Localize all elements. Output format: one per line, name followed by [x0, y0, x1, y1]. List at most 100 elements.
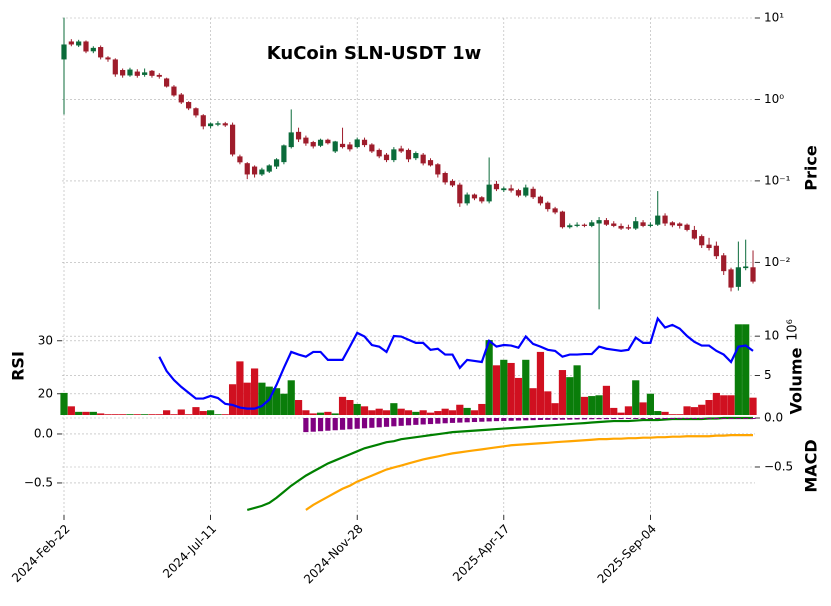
candle-body [691, 229, 697, 239]
volume-bar [485, 340, 493, 415]
price-axis-label: Price [802, 145, 821, 191]
volume-bar [522, 359, 530, 415]
candle-body [603, 220, 610, 225]
candle-body [750, 267, 756, 282]
rsi-line [158, 316, 754, 410]
volume-bar [720, 395, 728, 415]
candle-body [413, 153, 419, 159]
macd-histogram-bar [559, 418, 566, 420]
candle-body [662, 215, 668, 224]
volume-bar [617, 412, 625, 415]
candle-body [251, 166, 258, 175]
macd-histogram-bar [713, 418, 719, 419]
volume-bar [375, 408, 383, 415]
candle-body [120, 69, 126, 76]
candle-body [559, 211, 566, 228]
volume-bar [75, 411, 83, 415]
candle-body [222, 123, 228, 126]
volume-bar [595, 395, 603, 415]
macd-histogram-bar [625, 418, 632, 419]
volume-bar [441, 408, 449, 415]
candle-body [266, 165, 272, 172]
x-tick-label: 2024-Jul-11 [160, 522, 219, 581]
candle-body [633, 221, 639, 229]
candle-body [530, 188, 536, 198]
candle-body [171, 86, 177, 96]
candle-body [347, 144, 353, 150]
candle-body [105, 57, 111, 60]
macd-histogram-bar [655, 418, 661, 419]
volume-bar [412, 411, 420, 415]
volume-bar [734, 324, 742, 415]
macd-histogram-bar [464, 418, 470, 423]
macd-histogram-bar [567, 418, 573, 420]
candle-body [127, 69, 133, 76]
macd-histogram-bar [413, 418, 419, 425]
volume-bar [448, 410, 457, 415]
candle-body [112, 59, 118, 75]
macd-histogram-bar [310, 418, 316, 432]
volume-bar [668, 414, 676, 415]
candle-body [61, 44, 67, 60]
volume-bar [529, 388, 537, 415]
macd-histogram-bar [633, 418, 639, 419]
macd-histogram-bar [640, 418, 646, 419]
candle-body [618, 225, 624, 229]
candle-body [427, 160, 434, 166]
candle-body [398, 148, 404, 152]
volume-bar [250, 368, 259, 415]
candle-body [435, 164, 441, 175]
volume-bar [404, 410, 413, 415]
candle-body [237, 156, 243, 163]
y-tick-label: 0.0 [34, 426, 53, 440]
macd-histogram-bar [750, 418, 756, 419]
candle-body [625, 227, 632, 229]
macd-histogram-bar [405, 418, 412, 426]
candle-body [515, 190, 522, 196]
candle-body [354, 139, 360, 148]
macd-histogram-bar [669, 418, 675, 419]
candle-body [98, 47, 104, 58]
candle-body [743, 266, 749, 269]
macd-histogram-bar [530, 418, 536, 421]
y-tick-label: 10⁻² [764, 255, 791, 269]
macd-histogram-bar [721, 418, 727, 419]
candle-body [420, 154, 426, 164]
volume-bar [309, 413, 317, 415]
candle-body [493, 183, 500, 190]
candle-body [611, 223, 617, 226]
candle-body [508, 188, 514, 191]
macd-histogram-bar [479, 418, 485, 422]
candle-body [310, 142, 316, 147]
volume-bar [426, 412, 435, 415]
volume-bar [126, 414, 134, 415]
volume-bar [397, 408, 405, 415]
macd-histogram-bar [435, 418, 441, 424]
macd-histogram-bar [537, 418, 544, 420]
candle-body [273, 159, 280, 167]
macd-histogram-bar [339, 418, 346, 430]
candle-body [259, 169, 265, 175]
candle-body [449, 180, 456, 186]
candle-body [156, 74, 162, 77]
volume-bar [566, 377, 574, 415]
candle-body [178, 94, 184, 103]
candle-body [581, 224, 588, 226]
macd-histogram-bar [442, 418, 448, 424]
volume-bar [346, 400, 354, 415]
volume-bar [492, 365, 501, 415]
volume-bar [610, 407, 618, 415]
volume-bar [60, 392, 68, 415]
volume-bar [514, 377, 523, 415]
candle-body [325, 139, 331, 144]
volume-bar [207, 410, 215, 415]
volume-bar [573, 365, 581, 415]
candle-body [574, 224, 580, 226]
volume-bar [661, 411, 669, 415]
volume-bar [639, 402, 647, 415]
volume-bar [104, 414, 112, 415]
volume-axis-label: Volume [787, 347, 806, 414]
macd-histogram-bar [493, 418, 500, 422]
candle-body [391, 149, 397, 161]
